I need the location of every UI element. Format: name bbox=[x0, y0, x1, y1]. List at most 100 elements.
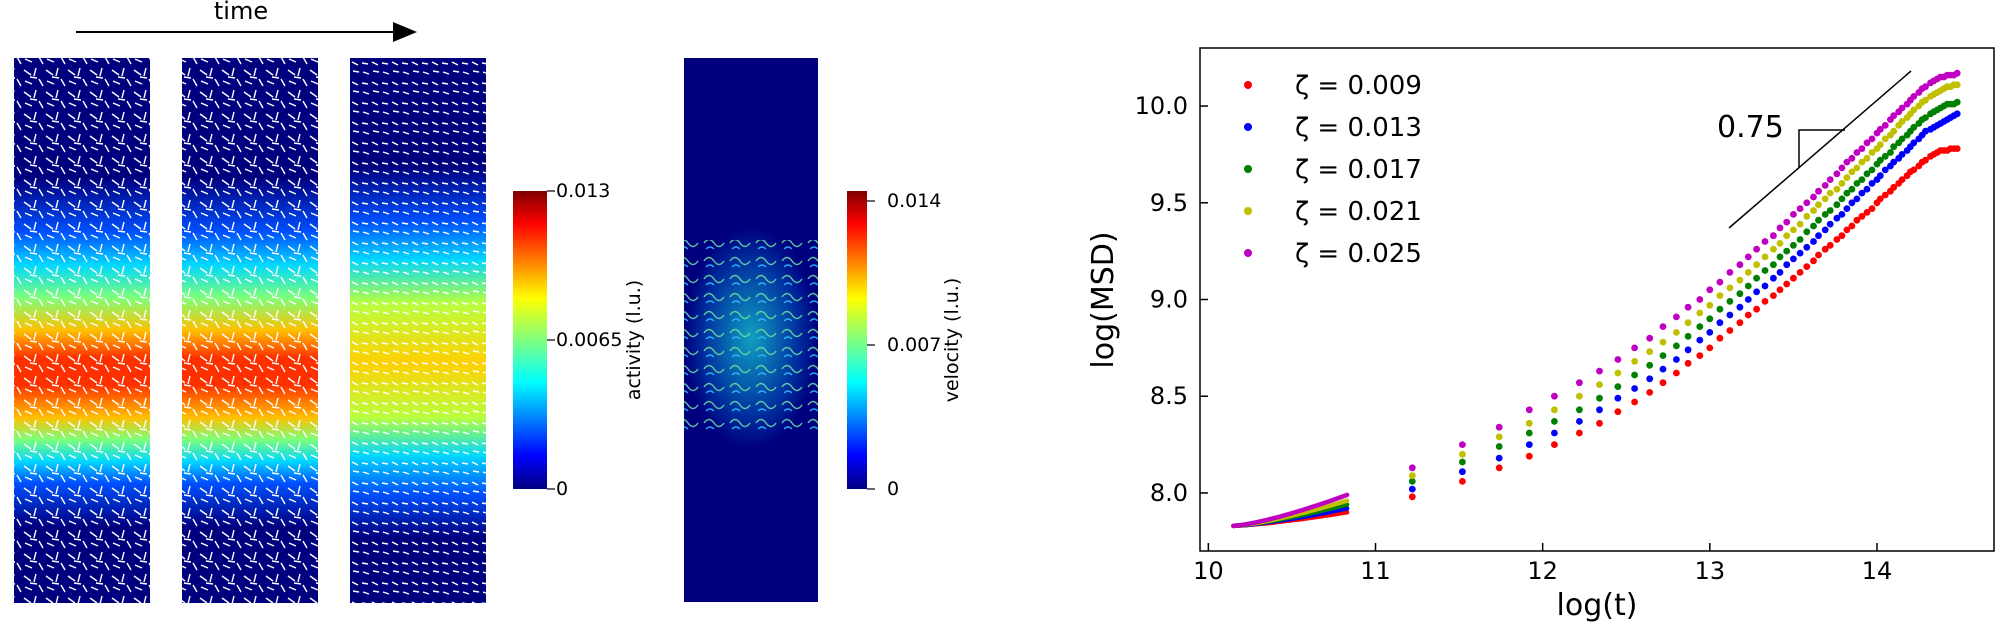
data-point bbox=[1744, 296, 1752, 303]
velocity-tick-max: 0.014 bbox=[887, 190, 941, 212]
data-point bbox=[1770, 261, 1777, 269]
activity-tick-min: 0 bbox=[556, 478, 568, 500]
data-point bbox=[1459, 450, 1466, 458]
data-point bbox=[1863, 209, 1871, 216]
data-point bbox=[1868, 180, 1876, 187]
data-point bbox=[1848, 168, 1856, 176]
data-point bbox=[1736, 319, 1744, 327]
data-point bbox=[1858, 158, 1866, 166]
data-point bbox=[1833, 185, 1841, 193]
data-point bbox=[1796, 249, 1804, 257]
data-point bbox=[1783, 261, 1791, 269]
data-point bbox=[1833, 236, 1841, 243]
data-point bbox=[1761, 253, 1769, 261]
data-point bbox=[1848, 185, 1856, 193]
data-point bbox=[1596, 381, 1603, 388]
data-point bbox=[1876, 141, 1884, 149]
data-point bbox=[1881, 135, 1889, 143]
data-point bbox=[1631, 358, 1638, 365]
y-tick-label: 10.0 bbox=[1135, 92, 1188, 120]
data-point bbox=[1898, 176, 1906, 184]
data-point bbox=[1459, 478, 1466, 485]
data-point bbox=[1796, 220, 1804, 228]
data-point bbox=[1736, 303, 1744, 311]
x-tick-label: 12 bbox=[1527, 557, 1558, 585]
data-point bbox=[1408, 493, 1416, 501]
x-tick-label: 11 bbox=[1360, 557, 1391, 585]
data-point bbox=[1684, 303, 1692, 311]
data-point bbox=[1810, 222, 1817, 230]
data-point bbox=[1910, 123, 1918, 131]
data-point bbox=[1953, 145, 1961, 153]
data-point bbox=[1525, 429, 1533, 437]
slope-value: 0.75 bbox=[1717, 110, 1784, 145]
data-point bbox=[1706, 301, 1714, 309]
data-point bbox=[1726, 298, 1734, 305]
data-point bbox=[1838, 195, 1846, 203]
data-point bbox=[1525, 419, 1533, 427]
data-point bbox=[1833, 170, 1841, 178]
data-point bbox=[1716, 305, 1724, 313]
data-point bbox=[1858, 189, 1866, 197]
series-layer bbox=[1231, 69, 1961, 529]
data-point bbox=[1843, 205, 1851, 213]
velocity-tick-min: 0 bbox=[887, 478, 899, 500]
data-point bbox=[1815, 251, 1822, 259]
data-point bbox=[1890, 127, 1898, 135]
data-point bbox=[1783, 218, 1791, 226]
data-point bbox=[1696, 336, 1704, 344]
activity-snapshot-1 bbox=[14, 58, 150, 603]
data-point bbox=[1853, 195, 1861, 203]
data-point bbox=[1673, 356, 1680, 363]
data-point bbox=[1910, 106, 1918, 114]
data-point bbox=[1408, 472, 1416, 479]
data-point bbox=[1753, 274, 1760, 282]
data-point bbox=[1826, 189, 1834, 197]
data-point bbox=[1631, 371, 1638, 379]
data-point bbox=[1826, 207, 1834, 214]
data-point bbox=[1659, 338, 1667, 346]
y-tick-label: 9.5 bbox=[1150, 189, 1188, 217]
legend-entry: ζ = 0.013 bbox=[1295, 113, 1422, 143]
data-point bbox=[1838, 232, 1846, 240]
data-point bbox=[1408, 485, 1416, 493]
data-point bbox=[1858, 176, 1866, 184]
data-point bbox=[1716, 278, 1724, 286]
legend-entry: ζ = 0.025 bbox=[1295, 239, 1422, 269]
msd-chart: 10 11 12 13 14 8.0 8.5 9.0 9.5 10.0 log(t) log(M… bbox=[1086, 47, 1995, 623]
data-point bbox=[1796, 236, 1804, 243]
data-point bbox=[1706, 329, 1714, 336]
data-point bbox=[1858, 212, 1866, 220]
data-point bbox=[1646, 389, 1654, 396]
data-point bbox=[1838, 180, 1846, 187]
data-point bbox=[1881, 166, 1889, 174]
data-point bbox=[1843, 189, 1851, 197]
data-point bbox=[1706, 286, 1714, 294]
data-point bbox=[1770, 245, 1777, 253]
data-point bbox=[1659, 323, 1667, 330]
data-point bbox=[1525, 452, 1533, 460]
data-point bbox=[1796, 205, 1804, 213]
data-point bbox=[1408, 478, 1416, 485]
data-point bbox=[1848, 154, 1856, 162]
data-point bbox=[1551, 429, 1558, 437]
data-point bbox=[1716, 319, 1724, 327]
data-point bbox=[1890, 112, 1898, 120]
y-axis-label: log(MSD) bbox=[1086, 231, 1121, 368]
data-point bbox=[1614, 383, 1622, 390]
data-point bbox=[1716, 292, 1724, 299]
data-point bbox=[1744, 282, 1752, 290]
data-point bbox=[1876, 172, 1884, 180]
data-point bbox=[1631, 398, 1638, 406]
data-point bbox=[1803, 243, 1811, 251]
data-point bbox=[1495, 443, 1503, 450]
data-point bbox=[1659, 379, 1667, 387]
data-point bbox=[1881, 122, 1889, 129]
data-point bbox=[1576, 418, 1583, 425]
data-point bbox=[1876, 156, 1884, 164]
legend-marker bbox=[1244, 207, 1252, 215]
data-point bbox=[1953, 110, 1961, 118]
data-point bbox=[1843, 174, 1851, 182]
data-point bbox=[1459, 441, 1466, 448]
legend-entry: ζ = 0.009 bbox=[1295, 71, 1422, 101]
